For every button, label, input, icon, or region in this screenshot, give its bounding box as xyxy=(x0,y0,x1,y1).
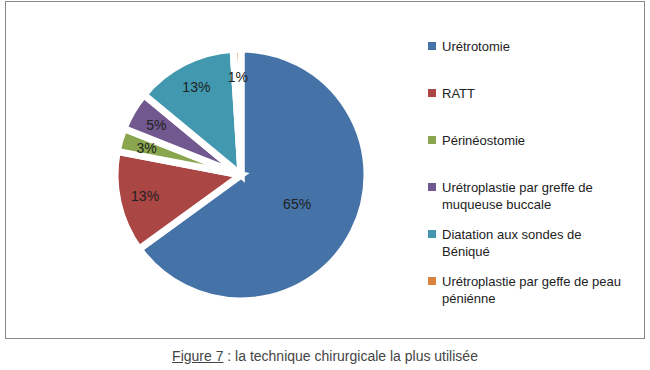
html-text:Urétroplastie par geffe de pea: Urétroplastie par geffe de peau péniénne xyxy=(442,274,621,306)
html-text:RATT: RATT xyxy=(442,86,475,101)
svg-text:13%: 13% xyxy=(131,188,159,204)
html-text:Urétrotomie: Urétrotomie xyxy=(442,39,510,54)
svg-text:1%: 1% xyxy=(228,69,248,85)
html-text:Diatation aux sondes de Béniqu: Diatation aux sondes de Béniqué xyxy=(442,227,582,259)
html-text:Périnéostomie: Périnéostomie xyxy=(442,133,526,148)
svg-text:13%: 13% xyxy=(182,79,210,95)
html-text:Figure 7: la technique chirurg: Figure 7: la technique chirurgicale la p… xyxy=(172,348,478,364)
html-text:Urétroplastie par greffe de mu: Urétroplastie par greffe de muqueuse buc… xyxy=(442,180,593,212)
svg-text:3%: 3% xyxy=(137,140,157,156)
svg-text:65%: 65% xyxy=(283,196,311,212)
svg-text:5%: 5% xyxy=(146,117,166,133)
